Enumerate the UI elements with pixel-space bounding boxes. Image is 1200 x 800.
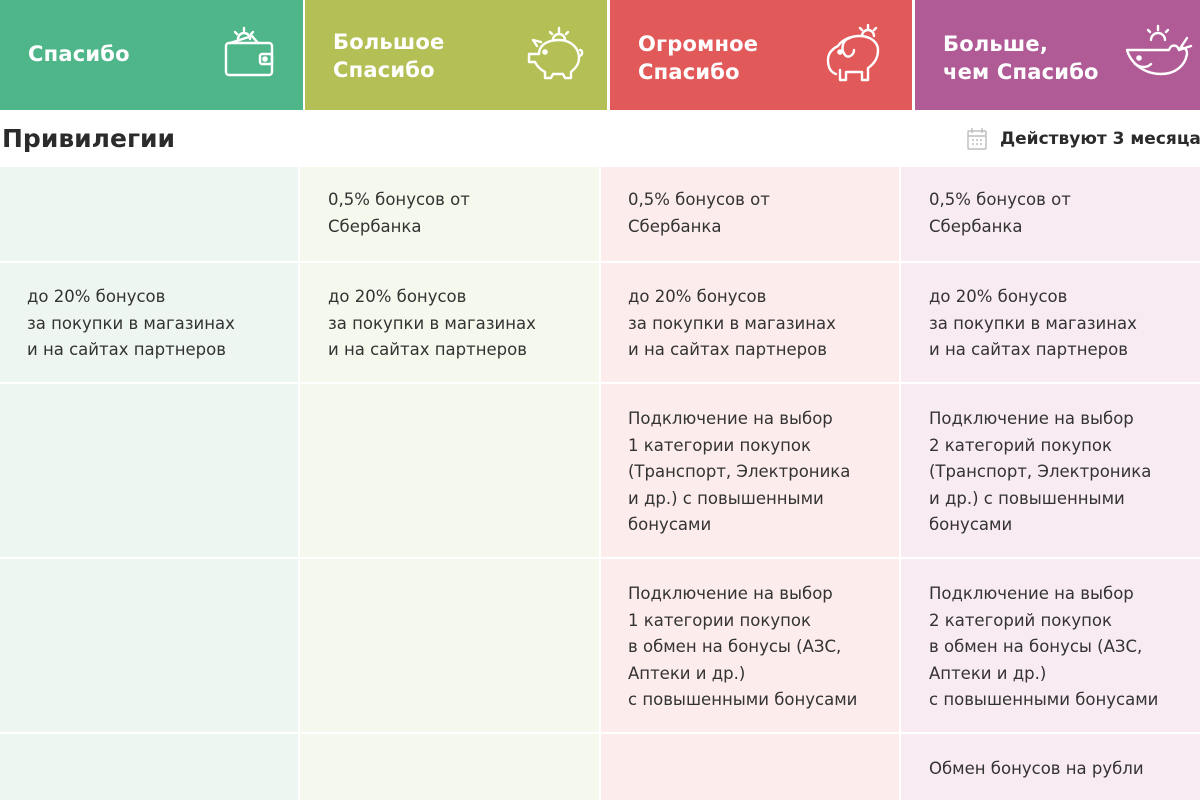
- column-ogromnoe-spasibo: [601, 167, 899, 800]
- privilege-cell: 0,5% бонусов от Сбербанка: [328, 190, 470, 236]
- tier-spasibo[interactable]: Спасибо: [0, 0, 303, 110]
- privilege-cell: Подключение на выбор 1 категории покупок…: [628, 409, 851, 534]
- row-divider: [0, 382, 1200, 384]
- calendar-icon: [967, 128, 987, 150]
- tier-title: Спасибо: [28, 42, 130, 66]
- tier-bolshoe-spasibo[interactable]: Большое Спасибо: [305, 0, 607, 110]
- column-spasibo: [0, 167, 298, 800]
- privilege-cell: до 20% бонусов за покупки в магазинах и …: [27, 287, 235, 359]
- tier-title: Огромное Спасибо: [638, 32, 759, 84]
- privilege-cell: Подключение на выбор 2 категорий покупок…: [929, 584, 1159, 709]
- privilege-cell: 0,5% бонусов от Сбербанка: [929, 190, 1071, 236]
- row-divider: [0, 557, 1200, 559]
- elephant-icon: [826, 24, 880, 82]
- privilege-cell: до 20% бонусов за покупки в магазинах и …: [628, 287, 836, 359]
- column-bolshe-chem-spasibo: [901, 167, 1200, 800]
- section-title: Привилегии: [2, 124, 176, 153]
- row-divider: [0, 732, 1200, 734]
- tier-header-bar: Спасибо Большое Спасибо Огромное Спасибо: [0, 0, 1200, 110]
- column-bolshoe-spasibo: [300, 167, 599, 800]
- piggy-bank-icon: [527, 26, 584, 80]
- privilege-cell: Подключение на выбор 2 категорий покупок…: [929, 409, 1152, 534]
- tier-bolshe-chem-spasibo[interactable]: Больше, чем Спасибо: [915, 0, 1200, 110]
- row-divider: [0, 261, 1200, 263]
- privilege-cell: Обмен бонусов на рубли: [929, 759, 1144, 778]
- privileges-header: [0, 110, 1200, 167]
- privilege-cell: до 20% бонусов за покупки в магазинах и …: [328, 287, 536, 359]
- privilege-cell: 0,5% бонусов от Сбербанка: [628, 190, 770, 236]
- tier-title: Больше, чем Спасибо: [943, 32, 1099, 84]
- privilege-cell: Подключение на выбор 1 категории покупок…: [628, 584, 858, 709]
- tier-title: Большое Спасибо: [333, 30, 445, 82]
- whale-icon: [1125, 24, 1193, 76]
- privilege-cell: до 20% бонусов за покупки в магазинах и …: [929, 287, 1137, 359]
- wallet-icon: [224, 26, 274, 77]
- tier-ogromnoe-spasibo[interactable]: Огромное Спасибо: [610, 0, 912, 110]
- validity-text: Действуют 3 месяца: [1000, 129, 1200, 149]
